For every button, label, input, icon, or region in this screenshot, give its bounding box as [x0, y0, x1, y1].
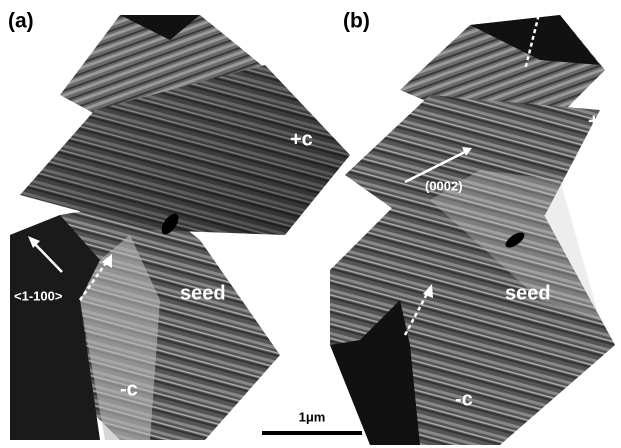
scale-bar	[262, 431, 362, 435]
micrograph-a	[10, 15, 350, 440]
annotation: -c	[455, 388, 473, 410]
figure: (a) +c <1-100> seed -c (b) +c (0002) see…	[0, 0, 621, 448]
annotation: -c	[120, 378, 138, 400]
annotation: seed	[505, 282, 551, 304]
annotation: (0002)	[425, 178, 463, 193]
panel-label: (b)	[343, 10, 370, 33]
panel-label: (a)	[8, 10, 34, 33]
annotation: +c	[290, 128, 313, 150]
annotation: +c	[588, 110, 611, 132]
micrograph-b	[330, 15, 615, 445]
annotation: <1-100>	[14, 288, 63, 303]
scale-bar-label: 1μm	[299, 409, 326, 424]
page: (a) +c <1-100> seed -c (b) +c (0002) see…	[0, 0, 621, 448]
annotation: seed	[180, 282, 226, 304]
